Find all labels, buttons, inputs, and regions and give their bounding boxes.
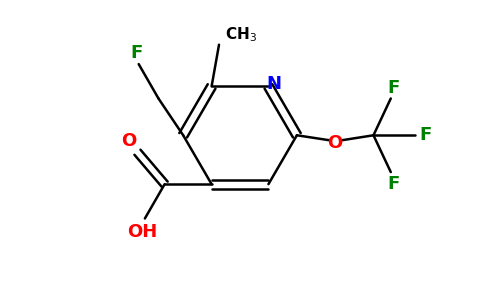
Text: F: F [387,79,399,97]
Text: CH$_3$: CH$_3$ [225,26,257,44]
Text: N: N [267,75,282,93]
Text: O: O [327,134,343,152]
Text: O: O [121,133,136,151]
Text: F: F [387,176,399,194]
Text: F: F [130,44,142,62]
Text: OH: OH [127,223,157,241]
Text: F: F [419,126,432,144]
